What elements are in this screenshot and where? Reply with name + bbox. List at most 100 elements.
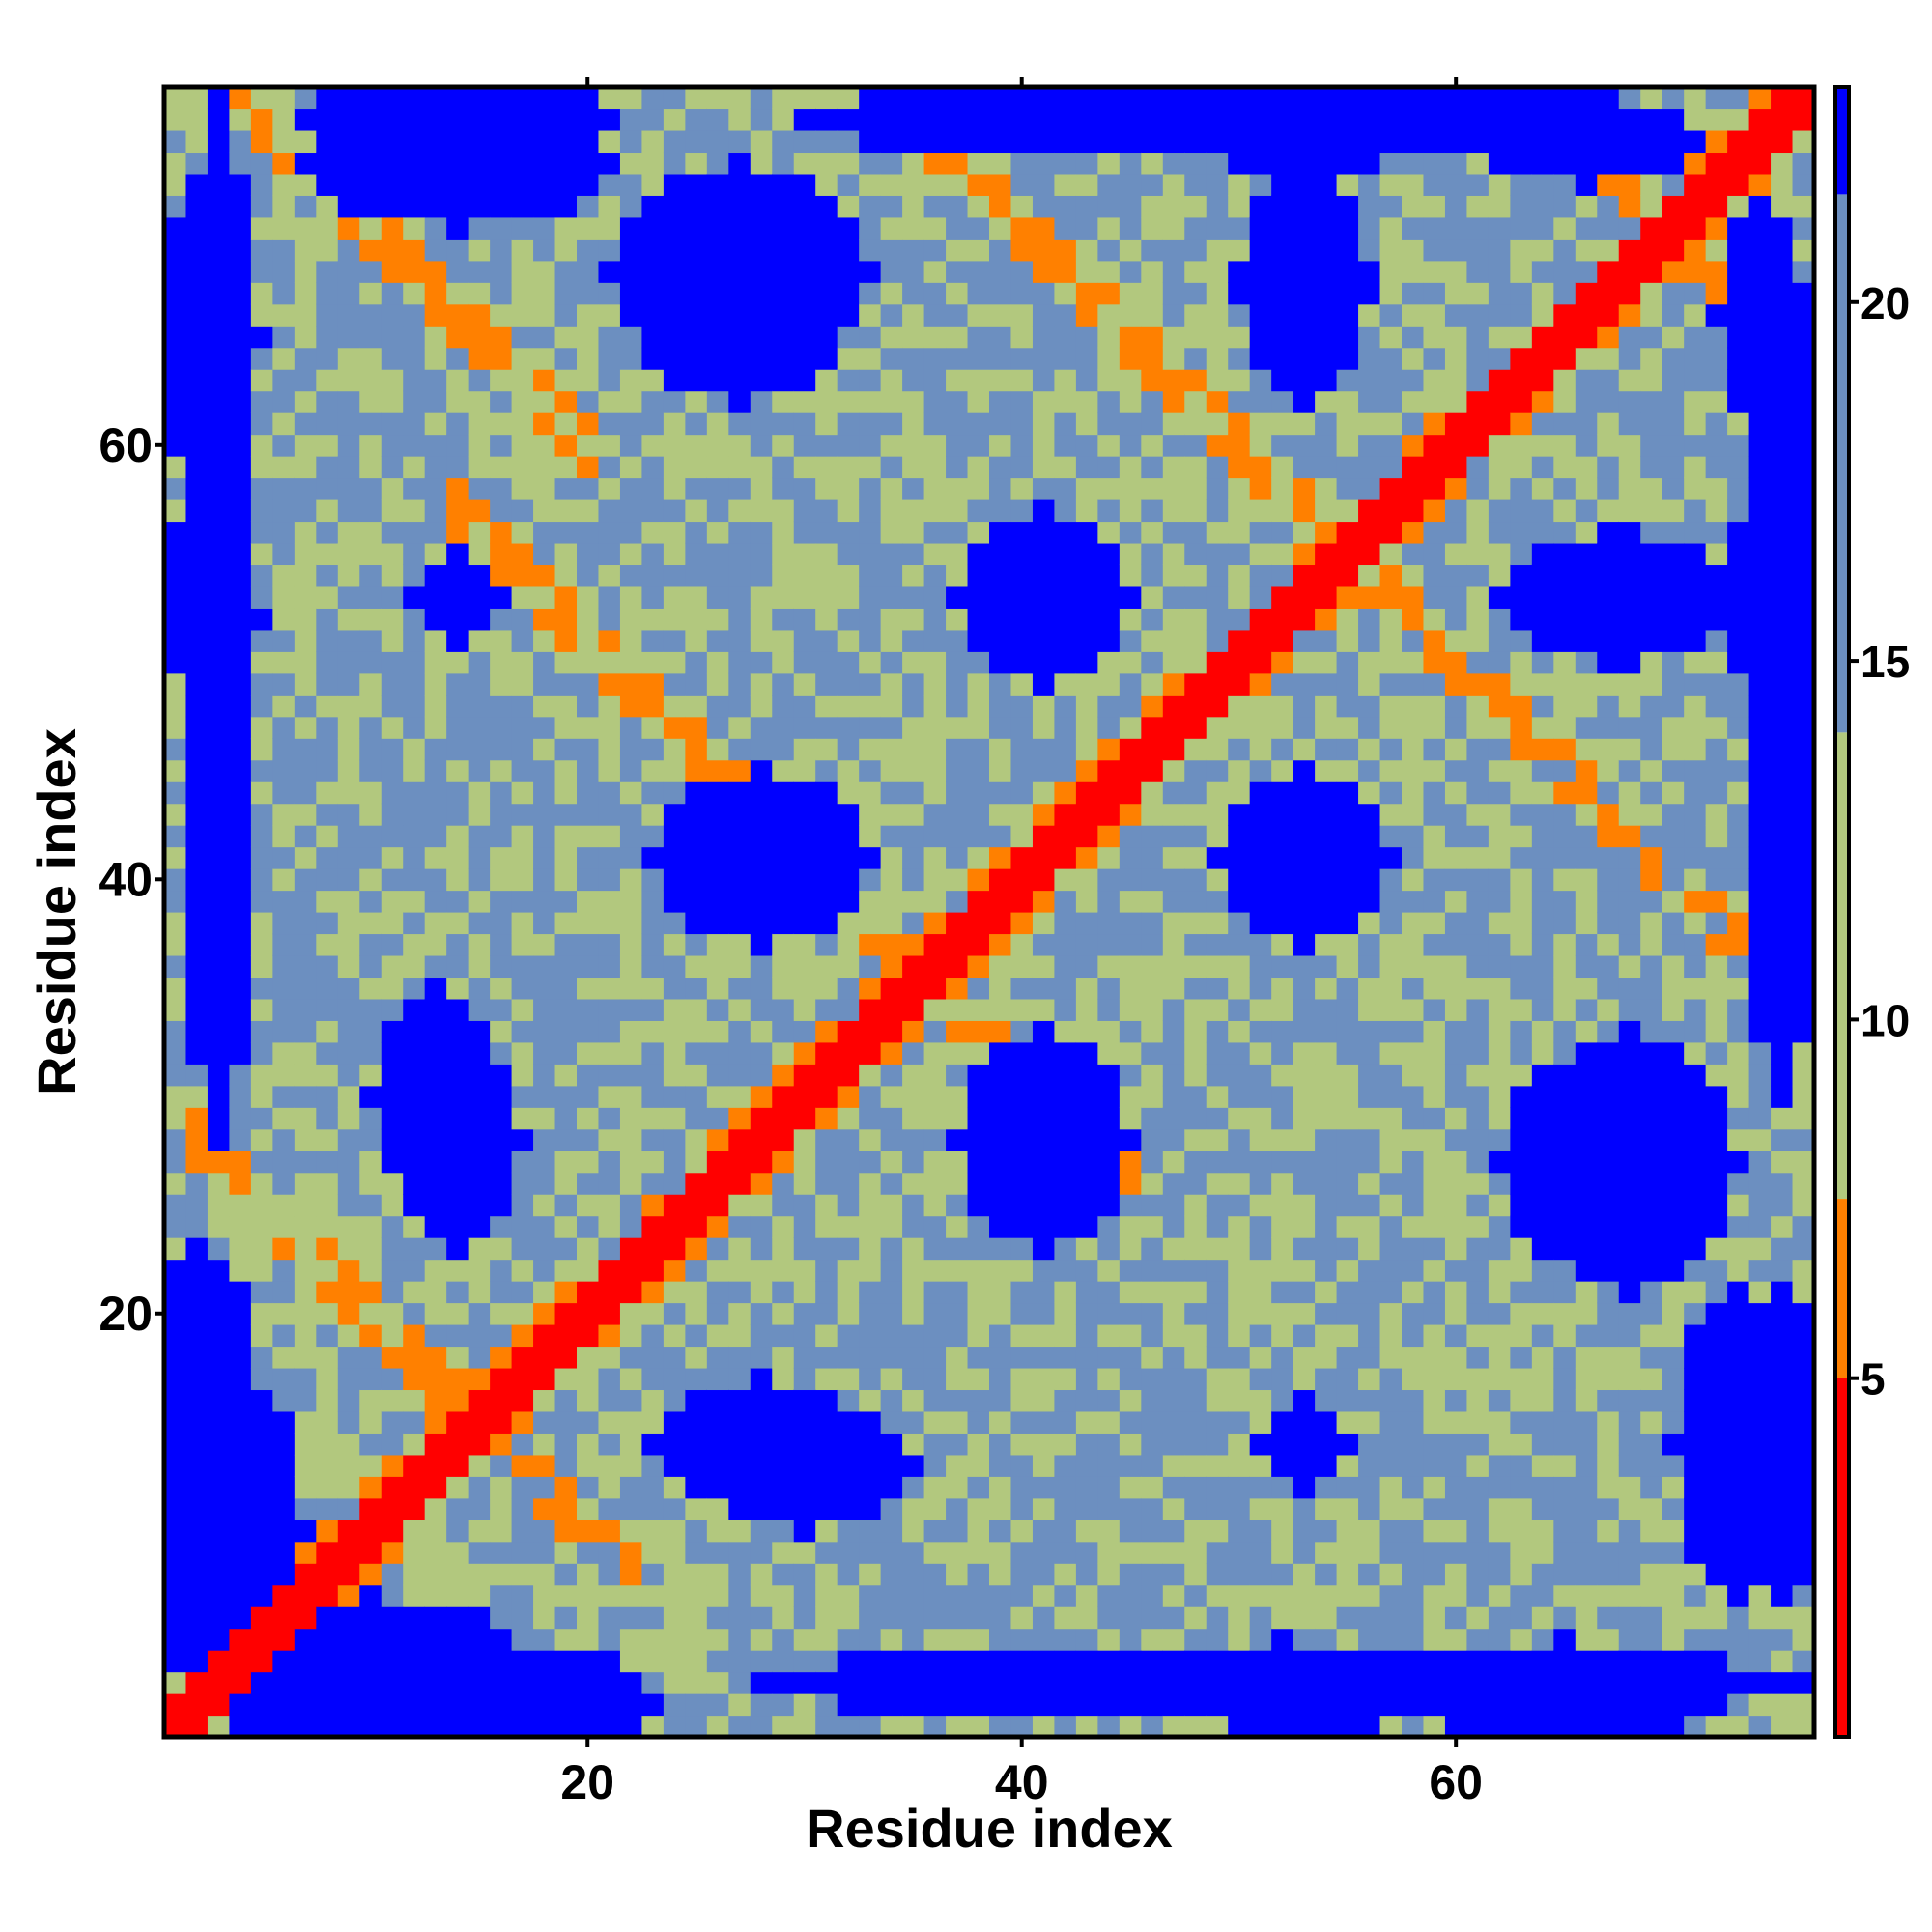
heatmap-cell bbox=[1010, 499, 1034, 523]
heatmap-cell bbox=[923, 1497, 947, 1520]
heatmap-cell bbox=[641, 608, 665, 631]
heatmap-cell bbox=[1315, 1172, 1338, 1195]
heatmap-cell bbox=[837, 1367, 860, 1391]
heatmap-cell bbox=[989, 1259, 1012, 1282]
heatmap-cell bbox=[989, 781, 1012, 805]
heatmap-cell bbox=[1336, 608, 1359, 631]
heatmap-cell bbox=[772, 912, 795, 935]
heatmap-cell bbox=[859, 1433, 882, 1456]
heatmap-cell bbox=[468, 1259, 491, 1282]
heatmap-cell bbox=[1444, 521, 1468, 544]
heatmap-cell bbox=[381, 1410, 404, 1434]
heatmap-cell bbox=[533, 1454, 556, 1477]
heatmap-cell bbox=[250, 672, 273, 696]
heatmap-cell bbox=[1358, 738, 1381, 761]
heatmap-cell bbox=[1402, 216, 1425, 240]
heatmap-cell bbox=[641, 912, 665, 935]
heatmap-cell bbox=[1032, 585, 1056, 609]
heatmap-cell bbox=[1075, 152, 1098, 175]
heatmap-cell bbox=[381, 585, 404, 609]
heatmap-cell bbox=[1336, 369, 1359, 392]
heatmap-cell bbox=[511, 716, 534, 739]
heatmap-cell bbox=[706, 1041, 729, 1065]
heatmap-cell bbox=[381, 326, 404, 349]
heatmap-cell bbox=[250, 260, 273, 283]
heatmap-cell bbox=[294, 1715, 317, 1738]
heatmap-cell bbox=[229, 195, 252, 218]
heatmap-cell bbox=[468, 781, 491, 805]
heatmap-cell bbox=[967, 1128, 990, 1151]
heatmap-cell bbox=[316, 1064, 339, 1087]
heatmap-cell bbox=[1575, 846, 1598, 869]
heatmap-cell bbox=[381, 868, 404, 892]
heatmap-cell bbox=[1141, 695, 1164, 718]
heatmap-cell bbox=[468, 1715, 491, 1738]
heatmap-cell bbox=[989, 1128, 1012, 1151]
heatmap-cell bbox=[728, 825, 752, 848]
heatmap-cell bbox=[1553, 977, 1577, 1000]
heatmap-cell bbox=[250, 1389, 273, 1412]
heatmap-cell bbox=[1228, 846, 1251, 869]
heatmap-cell bbox=[619, 1064, 643, 1087]
heatmap-cell bbox=[1315, 129, 1338, 154]
heatmap-cell bbox=[468, 499, 491, 523]
heatmap-cell bbox=[663, 1237, 686, 1261]
heatmap-cell bbox=[1184, 1085, 1208, 1108]
heatmap-cell bbox=[793, 1541, 816, 1564]
heatmap-cell bbox=[1575, 542, 1598, 566]
heatmap-cell bbox=[1184, 434, 1208, 457]
heatmap-cell bbox=[1271, 390, 1294, 413]
heatmap-cell bbox=[880, 1215, 903, 1238]
heatmap-cell bbox=[946, 1324, 969, 1348]
heatmap-cell bbox=[164, 781, 187, 805]
heatmap-cell bbox=[272, 868, 296, 892]
heatmap-cell bbox=[598, 1281, 621, 1304]
heatmap-cell bbox=[1184, 347, 1208, 370]
heatmap-cell bbox=[1336, 1237, 1359, 1261]
heatmap-cell bbox=[946, 1497, 969, 1520]
heatmap-cell bbox=[685, 434, 708, 457]
heatmap-cell bbox=[164, 1151, 187, 1174]
heatmap-cell bbox=[424, 954, 447, 979]
heatmap-cell bbox=[946, 1628, 969, 1651]
heatmap-cell bbox=[403, 716, 426, 739]
heatmap-cell bbox=[1032, 152, 1056, 175]
heatmap-cell bbox=[1488, 390, 1511, 413]
heatmap-cell bbox=[750, 1584, 773, 1607]
heatmap-cell bbox=[511, 1302, 534, 1325]
heatmap-cell bbox=[1119, 521, 1142, 544]
heatmap-cell bbox=[1510, 1693, 1533, 1717]
heatmap-cell bbox=[1379, 195, 1403, 218]
heatmap-cell bbox=[1141, 825, 1164, 848]
heatmap-cell bbox=[706, 1346, 729, 1369]
heatmap-cell bbox=[381, 347, 404, 370]
heatmap-cell bbox=[1510, 1671, 1533, 1694]
heatmap-cell bbox=[1271, 1584, 1294, 1607]
heatmap-cell bbox=[1402, 803, 1425, 826]
heatmap-cell bbox=[468, 1128, 491, 1151]
heatmap-cell bbox=[577, 1020, 600, 1043]
heatmap-cell bbox=[1119, 87, 1142, 110]
heatmap-cell bbox=[381, 954, 404, 979]
heatmap-cell bbox=[1510, 846, 1533, 869]
heatmap-cell bbox=[902, 282, 925, 305]
heatmap-cell bbox=[403, 933, 426, 956]
heatmap-cell bbox=[706, 412, 729, 436]
heatmap-cell bbox=[533, 152, 556, 175]
heatmap-cell bbox=[946, 1584, 969, 1607]
heatmap-cell bbox=[750, 326, 773, 349]
heatmap-cell bbox=[772, 1433, 795, 1456]
heatmap-cell bbox=[1097, 347, 1121, 370]
heatmap-cell bbox=[1206, 912, 1229, 935]
heatmap-cell bbox=[1488, 434, 1511, 457]
heatmap-cell bbox=[685, 1410, 708, 1434]
heatmap-cell bbox=[772, 1389, 795, 1412]
heatmap-cell bbox=[468, 759, 491, 782]
heatmap-cell bbox=[1010, 434, 1034, 457]
heatmap-cell bbox=[1336, 260, 1359, 283]
heatmap-cell bbox=[1402, 1346, 1425, 1369]
heatmap-cell bbox=[685, 1085, 708, 1108]
heatmap-cell bbox=[1358, 1194, 1381, 1217]
heatmap-cell bbox=[793, 954, 816, 979]
heatmap-cell bbox=[250, 434, 273, 457]
